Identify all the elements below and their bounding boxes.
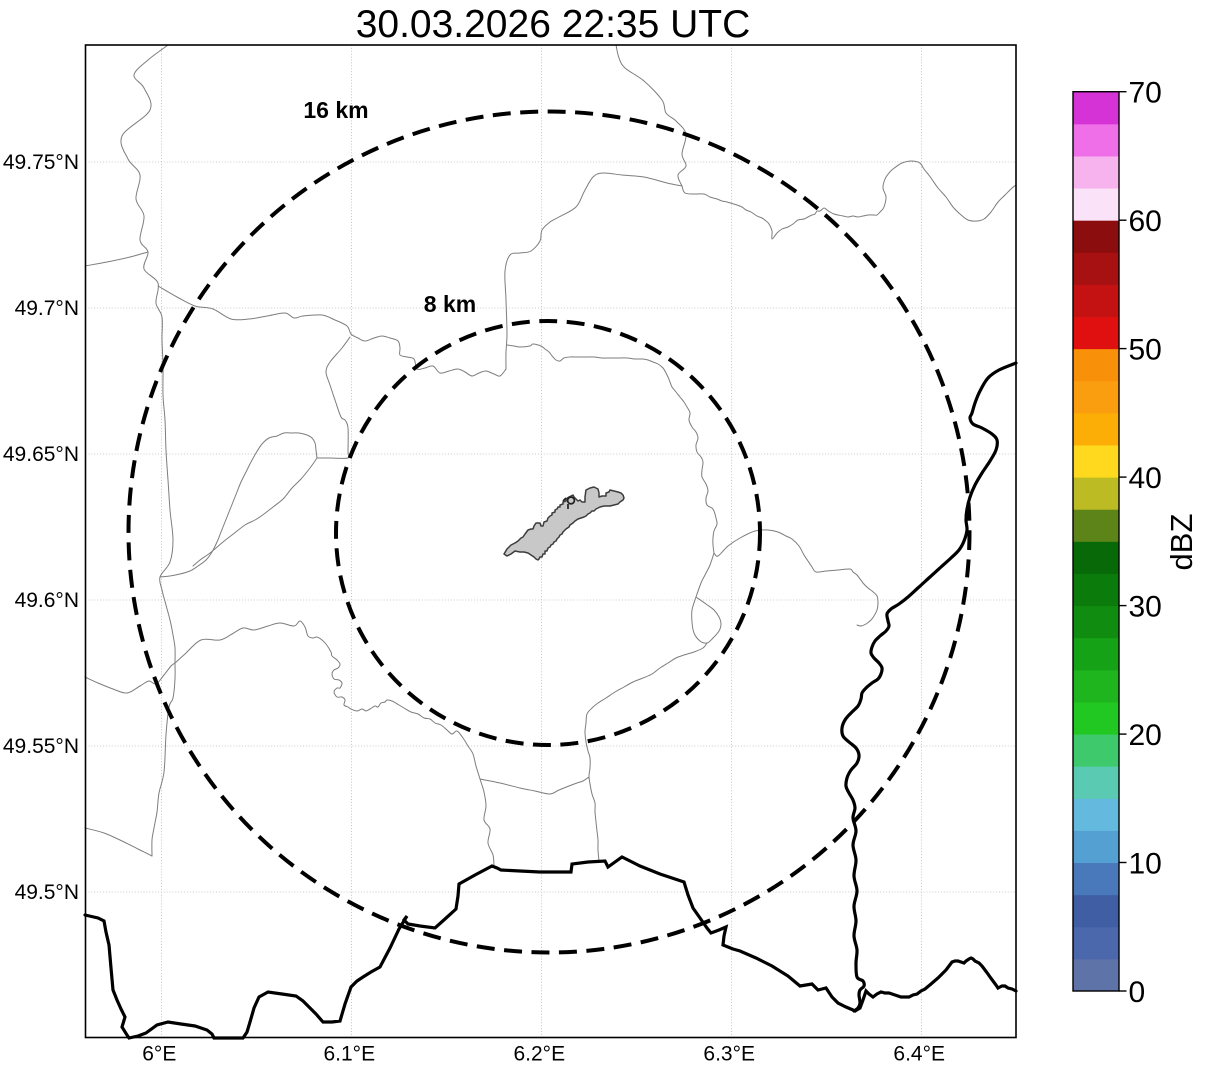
svg-text:16 km: 16 km xyxy=(303,97,368,123)
svg-text:10: 10 xyxy=(1129,848,1162,881)
svg-text:60: 60 xyxy=(1129,205,1162,238)
svg-text:49.6°N: 49.6°N xyxy=(15,589,79,612)
svg-text:30.03.2026 22:35 UTC: 30.03.2026 22:35 UTC xyxy=(356,3,751,46)
svg-text:49.7°N: 49.7°N xyxy=(15,297,79,320)
svg-text:30: 30 xyxy=(1129,591,1162,624)
svg-text:8 km: 8 km xyxy=(424,291,476,317)
svg-text:6.1°E: 6.1°E xyxy=(323,1043,375,1066)
svg-text:20: 20 xyxy=(1129,719,1162,752)
svg-text:6.2°E: 6.2°E xyxy=(513,1043,565,1066)
svg-text:6.4°E: 6.4°E xyxy=(893,1043,945,1066)
svg-text:49.5°N: 49.5°N xyxy=(15,881,79,904)
svg-text:70: 70 xyxy=(1129,77,1162,110)
svg-text:6°E: 6°E xyxy=(142,1043,176,1066)
svg-text:dBZ: dBZ xyxy=(1164,514,1199,571)
svg-text:49.65°N: 49.65°N xyxy=(3,443,79,466)
svg-text:6.3°E: 6.3°E xyxy=(703,1043,755,1066)
svg-text:0: 0 xyxy=(1129,976,1146,1009)
svg-text:49.75°N: 49.75°N xyxy=(3,151,79,174)
svg-text:40: 40 xyxy=(1129,462,1162,495)
svg-text:49.55°N: 49.55°N xyxy=(3,735,79,758)
svg-text:50: 50 xyxy=(1129,334,1162,367)
